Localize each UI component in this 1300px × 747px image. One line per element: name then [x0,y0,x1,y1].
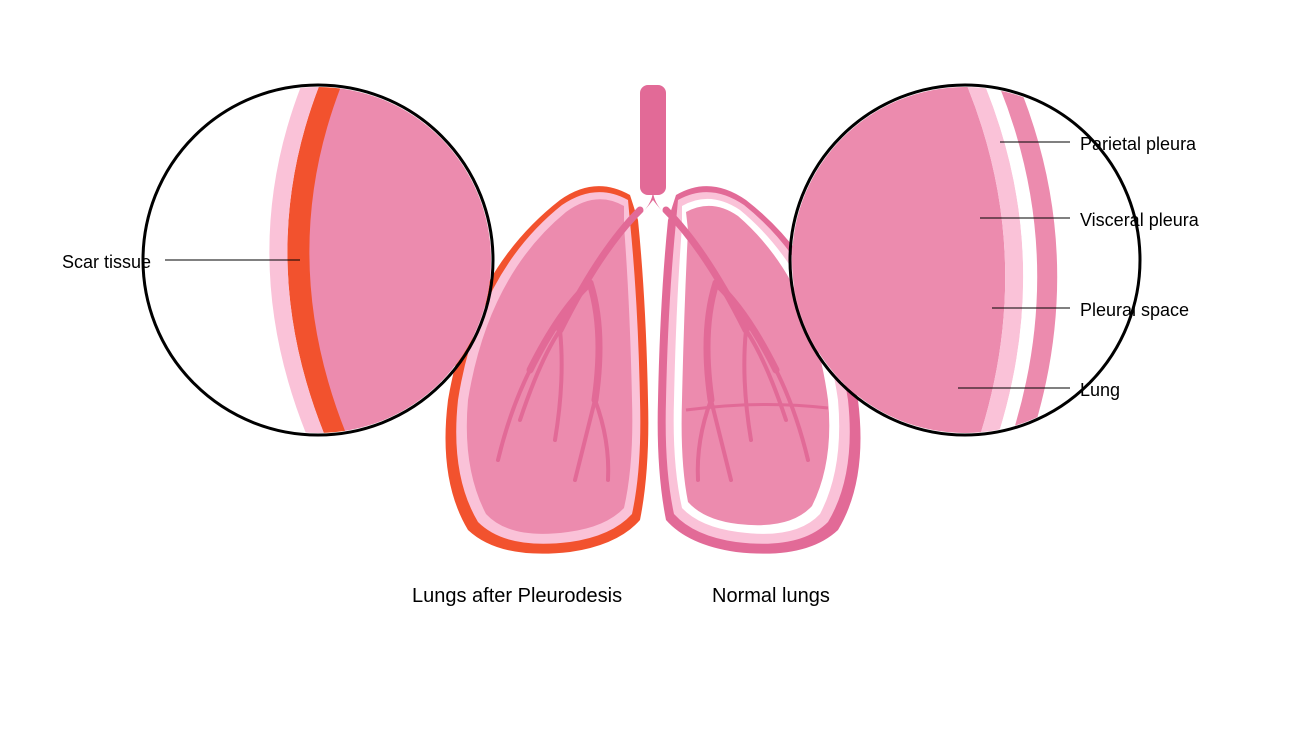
label-lung: Lung [1080,380,1120,401]
right-magnifier [0,0,1300,747]
label-scar-tissue: Scar tissue [62,252,151,273]
caption-right-lung: Normal lungs [712,585,830,608]
caption-left-lung: Lungs after Pleurodesis [412,585,622,608]
label-visceral-pleura: Visceral pleura [1080,210,1199,231]
label-pleural-space: Pleural space [1080,300,1189,321]
label-parietal-pleura: Parietal pleura [1080,134,1196,155]
diagram-stage: Scar tissue Parietal pleura Visceral ple… [0,0,1300,747]
